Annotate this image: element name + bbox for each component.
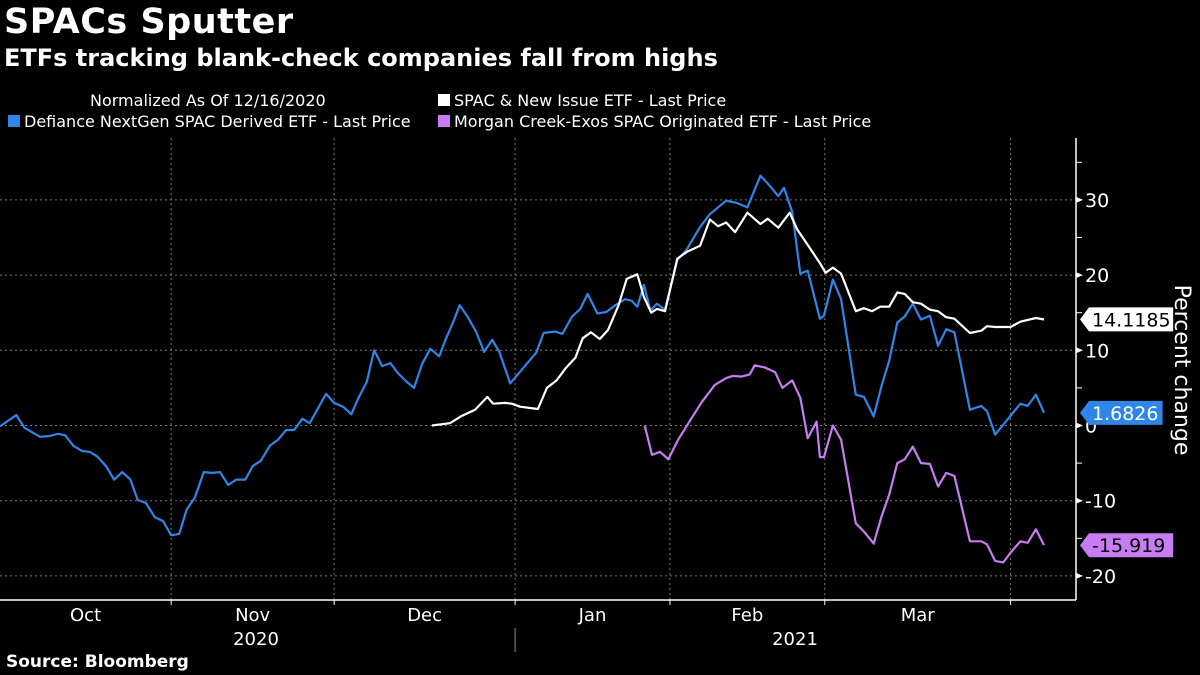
value-label-text: -15.919 (1092, 535, 1165, 557)
legend-swatch-white (438, 94, 450, 106)
x-year-label: 2020 (233, 629, 279, 650)
legend-label: Morgan Creek-Exos SPAC Originated ETF - … (454, 112, 872, 131)
value-label-text: 14.1185 (1092, 309, 1171, 331)
legend-label: Defiance NextGen SPAC Derived ETF - Last… (24, 112, 411, 131)
y-tick-mark (1076, 272, 1083, 279)
y-tick-label: -20 (1085, 566, 1116, 588)
series-lines (0, 174, 1046, 564)
x-tick-label: Mar (901, 605, 936, 626)
legend-normalized-note: Normalized As Of 12/16/2020 (90, 91, 326, 110)
series-line-2 (643, 364, 1045, 564)
value-label-box (1080, 307, 1174, 332)
value-label-box (1080, 533, 1174, 558)
x-tick-label: Nov (235, 605, 270, 626)
x-tick-label: Feb (731, 605, 763, 626)
legend-swatch-purple (438, 115, 450, 127)
y-tick-mark (1076, 572, 1083, 579)
x-year-label: 2021 (772, 629, 818, 650)
y-tick-mark (1076, 347, 1083, 354)
y-tick-label: 10 (1085, 340, 1109, 362)
y-tick-mark (1076, 422, 1083, 429)
legend-swatch-blue (8, 115, 20, 127)
last-value-label: 14.1185 (1080, 307, 1174, 332)
y-tick-label: 20 (1085, 265, 1109, 287)
x-tick-label: Oct (70, 605, 101, 626)
legend-item-morgan-creek: Morgan Creek-Exos SPAC Originated ETF - … (438, 112, 871, 131)
value-label-box (1080, 400, 1163, 425)
x-tick-label: Jan (578, 605, 607, 626)
value-labels: 1.6826 14.1185 -15.919 (1080, 307, 1174, 558)
last-value-label: -15.919 (1080, 533, 1174, 558)
x-tick-label: Dec (407, 605, 442, 626)
chart-subtitle: ETFs tracking blank-check companies fall… (4, 44, 718, 72)
series-line-1 (431, 211, 1045, 427)
legend-label: SPAC & New Issue ETF - Last Price (454, 91, 727, 110)
y-tick-mark (1076, 497, 1083, 504)
legend-item-defiance: Defiance NextGen SPAC Derived ETF - Last… (8, 112, 411, 131)
gridlines (0, 138, 1076, 600)
y-axis-label: Percent change (1169, 285, 1194, 456)
series-line-0 (0, 174, 1046, 537)
legend-item-spac-new-issue: SPAC & New Issue ETF - Last Price (438, 91, 726, 110)
y-tick-label: -10 (1085, 491, 1116, 513)
source-note: Source: Bloomberg (6, 652, 189, 672)
y-tick-label: 30 (1085, 190, 1109, 212)
chart-title: SPACs Sputter (4, 2, 294, 42)
y-tick-mark (1076, 196, 1083, 203)
value-label-text: 1.6826 (1092, 403, 1158, 425)
last-value-label: 1.6826 (1080, 400, 1163, 425)
